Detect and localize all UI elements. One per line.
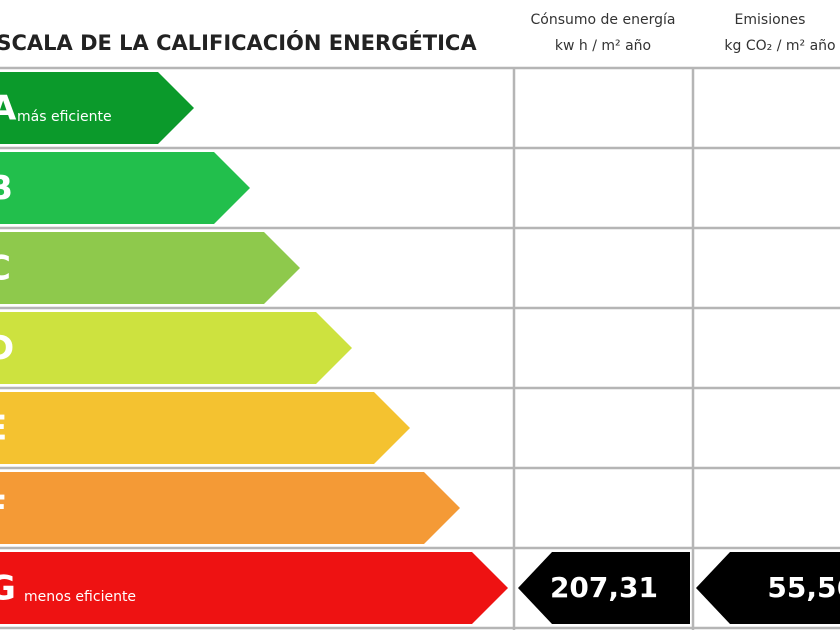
letter: C	[0, 249, 11, 289]
column-unit: kw h / m² año	[555, 38, 651, 54]
arrow-c	[0, 232, 300, 304]
letter: A	[0, 89, 17, 129]
arrow-f	[0, 472, 460, 544]
row-label: más eficiente	[17, 109, 112, 125]
column-title: Emisiones	[735, 12, 806, 28]
column-unit: kg CO₂ / m² año	[724, 38, 835, 54]
letter: B	[0, 169, 13, 209]
arrow-g	[0, 552, 508, 624]
title: ESCALA DE LA CALIFICACIÓN ENERGÉTICA	[0, 30, 477, 55]
arrow-b	[0, 152, 250, 224]
rating-arrow	[518, 552, 690, 624]
arrow-d	[0, 312, 352, 384]
letter: E	[0, 409, 7, 449]
letter: F	[0, 489, 7, 529]
rating-arrow	[696, 552, 840, 624]
letter: G	[0, 569, 16, 609]
column-title: Cónsumo de energía	[531, 12, 676, 28]
consumption-value: 207,31	[550, 571, 658, 604]
letter: D	[0, 329, 14, 369]
grid	[0, 66, 840, 630]
row-label: menos eficiente	[24, 589, 136, 605]
emissions-value: 55,56	[767, 571, 840, 604]
arrow-e	[0, 392, 410, 464]
arrow-a	[0, 72, 194, 144]
